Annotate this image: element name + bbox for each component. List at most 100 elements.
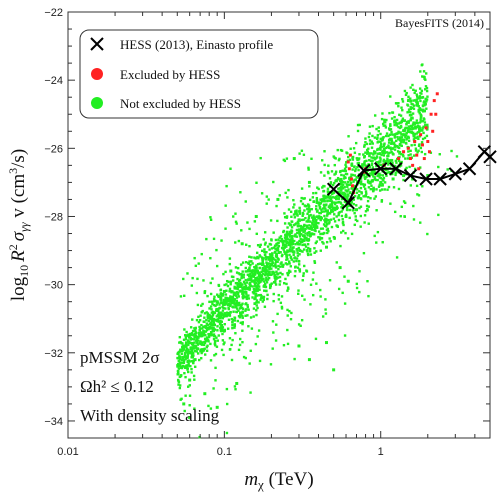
- cloud-point: [387, 134, 390, 138]
- cloud-point: [382, 176, 386, 180]
- cloud-point: [205, 311, 208, 314]
- cloud-point: [393, 136, 396, 139]
- cloud-point: [337, 213, 340, 217]
- cloud-point: [286, 237, 289, 241]
- not-excluded-point: [332, 368, 336, 372]
- cloud-point: [187, 333, 190, 336]
- cloud-point: [187, 343, 190, 347]
- cloud-point: [286, 249, 289, 252]
- cloud-point: [397, 132, 400, 135]
- cloud-point: [367, 294, 370, 298]
- cloud-point: [383, 181, 387, 184]
- cloud-point: [291, 250, 294, 253]
- cloud-point: [407, 95, 410, 98]
- cloud-point: [335, 205, 339, 208]
- cloud-point: [264, 270, 268, 274]
- cloud-point: [363, 163, 366, 166]
- cloud-point: [176, 373, 179, 376]
- cloud-point: [375, 209, 378, 212]
- cloud-point: [380, 184, 383, 187]
- cloud-point: [287, 188, 290, 192]
- cloud-point: [252, 279, 256, 282]
- cloud-point: [411, 112, 415, 115]
- cloud-point: [373, 197, 376, 200]
- cloud-point: [352, 186, 356, 189]
- cloud-point: [387, 163, 390, 166]
- cloud-point: [236, 283, 239, 287]
- cloud-point: [370, 162, 374, 165]
- cloud-point: [203, 316, 206, 319]
- cloud-point: [356, 180, 359, 183]
- cloud-point: [197, 262, 200, 265]
- cloud-point: [253, 288, 257, 291]
- cloud-point: [281, 241, 285, 244]
- cloud-point: [228, 290, 231, 293]
- series-hess-limit: [326, 145, 497, 210]
- cloud-point: [193, 407, 196, 410]
- cloud-point: [179, 361, 182, 364]
- cloud-point: [266, 274, 269, 277]
- cloud-point: [333, 201, 336, 204]
- cloud-point: [317, 236, 320, 239]
- cloud-point: [407, 139, 411, 142]
- cloud-point: [234, 220, 238, 224]
- cloud-point: [217, 283, 220, 287]
- cloud-point: [299, 225, 303, 228]
- cloud-point: [231, 320, 234, 324]
- cloud-point: [267, 256, 270, 259]
- cloud-point: [298, 253, 301, 256]
- cloud-point: [356, 197, 360, 200]
- cloud-point: [380, 117, 384, 121]
- cloud-point: [306, 231, 310, 235]
- cloud-point: [420, 150, 423, 154]
- cloud-point: [348, 208, 352, 212]
- cloud-point: [222, 315, 226, 318]
- cloud-point: [229, 311, 232, 314]
- cloud-point: [261, 266, 265, 270]
- cloud-point: [407, 108, 411, 111]
- cloud-point: [342, 223, 345, 227]
- cloud-point: [291, 239, 294, 243]
- cloud-point: [367, 147, 370, 150]
- cloud-point: [211, 313, 215, 316]
- cloud-point: [179, 366, 183, 369]
- hess-x-marker: [448, 167, 463, 181]
- cloud-point: [312, 225, 315, 229]
- cloud-point: [437, 213, 440, 217]
- cloud-point: [301, 202, 305, 206]
- cloud-point: [190, 371, 193, 374]
- cloud-point: [253, 265, 257, 269]
- cloud-point: [393, 120, 396, 123]
- cloud-point: [328, 237, 331, 240]
- cloud-point: [379, 156, 382, 159]
- cloud-point: [403, 129, 406, 132]
- cloud-point: [215, 315, 219, 318]
- cloud-point: [176, 365, 179, 368]
- cloud-point: [177, 356, 180, 360]
- cloud-point: [203, 331, 206, 334]
- cloud-point: [379, 160, 382, 163]
- cloud-point: [337, 190, 340, 193]
- cloud-point: [254, 277, 257, 280]
- cloud-point: [380, 200, 383, 203]
- cloud-point: [270, 252, 274, 256]
- cloud-point: [426, 232, 429, 236]
- cloud-point: [219, 313, 222, 316]
- cloud-point: [239, 321, 242, 324]
- cloud-point: [344, 189, 347, 192]
- cloud-point: [420, 114, 423, 118]
- cloud-point: [371, 134, 374, 138]
- cloud-point: [184, 356, 188, 359]
- cloud-point: [401, 138, 405, 142]
- cloud-point: [310, 216, 314, 219]
- cloud-point: [275, 323, 278, 326]
- cloud-point: [276, 249, 280, 252]
- cloud-point: [274, 275, 278, 279]
- cloud-point: [362, 173, 366, 177]
- cloud-point: [388, 170, 391, 174]
- cloud-point: [178, 341, 181, 344]
- cloud-point: [178, 355, 182, 359]
- cloud-point: [232, 275, 235, 279]
- cloud-point: [189, 338, 193, 341]
- cloud-point: [249, 391, 252, 394]
